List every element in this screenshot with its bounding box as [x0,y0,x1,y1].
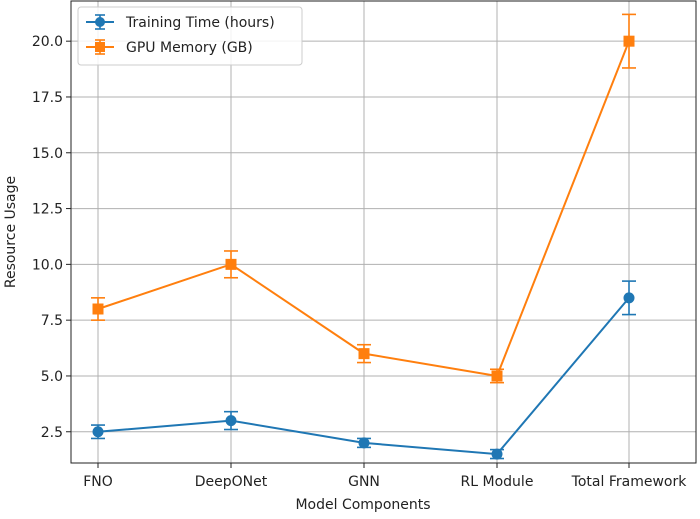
x-axis-title: Model Components [295,497,430,513]
y-tick-label: 2.5 [41,425,63,441]
y-tick-label: 7.5 [41,313,63,329]
data-point [623,35,635,47]
data-point [623,292,635,304]
axis-ticks: FNO DeepONet GNN RL Module Total Framework 2.… [32,34,687,490]
legend: Training Time (hours) GPU Memory (GB) [77,6,303,66]
x-tick-label: GNN [348,474,380,490]
y-tick-label: 12.5 [32,202,63,218]
x-tick-label: Total Framework [571,474,688,490]
legend-box [77,6,303,66]
data-point [225,258,237,270]
legend-marker [95,17,105,27]
series-layer [91,13,636,460]
grid [71,1,696,463]
y-tick-label: 20.0 [32,34,63,50]
y-axis-title: Resource Usage [3,176,19,288]
legend-label: Training Time (hours) [125,15,275,31]
y-tick-label: 10.0 [32,257,63,273]
data-point [358,437,370,449]
y-tick-label: 17.5 [32,90,63,106]
data-point [491,448,503,460]
data-point [358,348,370,360]
data-point [92,303,104,315]
y-tick-label: 15.0 [32,146,63,162]
data-point [491,370,503,382]
x-tick-label: FNO [83,474,113,490]
data-point [225,415,237,427]
y-tick-label: 5.0 [41,369,63,385]
x-tick-label: RL Module [461,474,534,490]
legend-label: GPU Memory (GB) [126,40,253,56]
x-tick-label: DeepONet [195,474,268,490]
legend-marker [95,42,105,52]
legend-entry: GPU Memory (GB) [86,39,253,56]
plot-frame [70,0,697,464]
data-point [92,426,104,438]
legend-entry: Training Time (hours) [86,14,275,31]
series-training-time [91,280,636,460]
series-gpu-memory [91,13,636,384]
